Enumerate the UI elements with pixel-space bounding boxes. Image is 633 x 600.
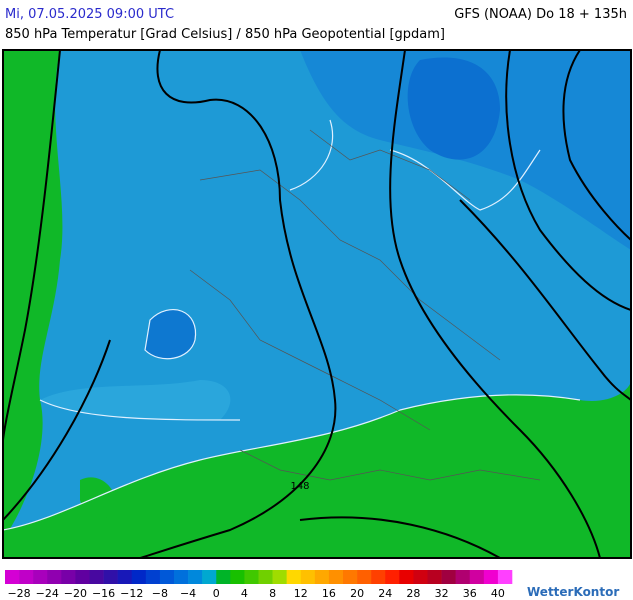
- colorbar-tick-label: 4: [241, 587, 248, 600]
- colorbar-swatch: [413, 570, 428, 584]
- colorbar-swatch: [61, 570, 76, 584]
- mild-area: [40, 380, 231, 420]
- colorbar-swatch: [202, 570, 217, 584]
- colorbar-tick-label: 24: [378, 587, 392, 600]
- colorbar: −28 −24 −20 −16 −12 −8 −4 0 4 8 12 16 20 24 28 32 36 40: [5, 570, 513, 600]
- colorbar-swatch: [188, 570, 203, 584]
- colorbar-swatch: [33, 570, 48, 584]
- colorbar-swatch: [343, 570, 358, 584]
- colorbar-tick-label: 16: [322, 587, 336, 600]
- colorbar-swatch: [19, 570, 34, 584]
- colorbar-swatch: [258, 570, 273, 584]
- colorbar-swatch: [497, 570, 513, 584]
- warm-area: [80, 477, 116, 519]
- parameter: 850 hPa Temperatur [Grad Celsius] / 850 …: [5, 27, 446, 42]
- colorbar-tick-label: 0: [213, 587, 220, 600]
- colorbar-swatch: [103, 570, 118, 584]
- colorbar-swatch: [399, 570, 414, 584]
- colorbar-swatch: [5, 570, 20, 584]
- colorbar-tick-label: 36: [463, 587, 477, 600]
- colorbar-swatch: [131, 570, 147, 584]
- colorbar-swatch: [244, 570, 259, 584]
- map-frame: [2, 49, 632, 559]
- colorbar-tick-label: 8: [269, 587, 276, 600]
- colorbar-swatch: [230, 570, 245, 584]
- colorbar-tick-label: 28: [406, 587, 420, 600]
- geopotential-contours: [3, 50, 631, 558]
- colorbar-tick-label: 20: [350, 587, 364, 600]
- colorbar-tick-label: 32: [435, 587, 449, 600]
- colorbar-tick-label: −16: [92, 587, 115, 600]
- contour-label: 148: [290, 481, 309, 492]
- colorbar-swatch: [483, 570, 499, 584]
- warm-area: [3, 380, 631, 558]
- colorbar-tick-label: −12: [120, 587, 143, 600]
- colorbar-tick-label: −28: [7, 587, 30, 600]
- colorbar-swatch: [272, 570, 287, 584]
- valid-time: Mi, 07.05.2025 09:00 UTC: [5, 7, 175, 22]
- colorbar-tick-label: 12: [294, 587, 308, 600]
- colorbar-swatch: [47, 570, 62, 584]
- colorbar-swatch: [117, 570, 133, 584]
- colorbar-swatch: [427, 570, 442, 584]
- model-run: GFS (NOAA) Do 18 + 135h: [454, 7, 627, 22]
- colorbar-swatch: [145, 570, 161, 584]
- colorbar-swatch: [174, 570, 189, 584]
- colorbar-swatch: [75, 570, 90, 584]
- colorbar-tick-label: 40: [491, 587, 505, 600]
- colorbar-swatch: [286, 570, 302, 584]
- colorbar-tick-label: −24: [36, 587, 59, 600]
- colorbar-swatch: [89, 570, 104, 584]
- colorbar-tick-label: −20: [64, 587, 87, 600]
- colorbar-swatch: [469, 570, 485, 584]
- colorbar-swatch: [159, 570, 175, 584]
- cold-core: [145, 309, 196, 359]
- colorbar-swatch: [455, 570, 471, 584]
- colorbar-swatch: [371, 570, 386, 584]
- colorbar-swatch: [300, 570, 316, 584]
- colorbar-swatch: [216, 570, 231, 584]
- colorbar-swatch: [385, 570, 400, 584]
- cold-core: [407, 57, 500, 160]
- colorbar-swatch: [357, 570, 372, 584]
- logo: WetterKontor: [527, 585, 619, 599]
- colorbar-swatch: [328, 570, 344, 584]
- map-field: [3, 50, 631, 558]
- colorbar-swatch: [441, 570, 456, 584]
- colorbar-swatch: [314, 570, 330, 584]
- colorbar-tick-label: −8: [152, 587, 168, 600]
- colorbar-tick-label: −4: [180, 587, 196, 600]
- borders: [189, 129, 541, 481]
- isotherms: [3, 119, 581, 531]
